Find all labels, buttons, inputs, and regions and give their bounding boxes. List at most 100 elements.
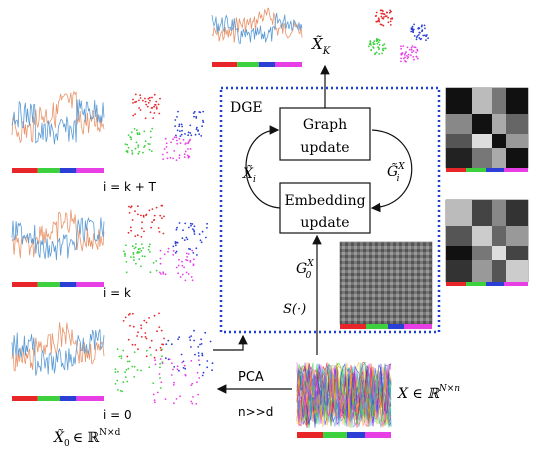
iter-k-scatter-point-blue [193, 230, 196, 233]
iter-k-scatter-point-green [133, 259, 135, 261]
matrix-colorbars-right [446, 168, 528, 286]
input-signal-trace [296, 364, 392, 428]
output-label: X̃K [311, 35, 331, 57]
iter-k-scatter-point-blue [196, 254, 198, 256]
iter-0-scatter-point-magenta [159, 358, 162, 360]
iter-0-scatter-point-green [152, 382, 155, 384]
iter-kT-timeseries [11, 90, 105, 173]
iter-kT-scatter-point-green [136, 132, 139, 134]
iter-kT-scatter-point-green [144, 140, 147, 143]
iter-kT-scatter-point-green [142, 151, 144, 154]
similarity-matrix-colorbar [340, 324, 432, 329]
graph-matrix-top [445, 87, 529, 169]
iter-kT-scatter-point-magenta [189, 138, 192, 141]
iter-kT-scatter-point-green [133, 127, 136, 130]
output-scatter-point-magenta [410, 54, 412, 57]
iter-kT-scatter-point-magenta [176, 142, 179, 145]
iter-0-scatter-point-red [137, 331, 139, 334]
iter-kT-scatter-point-red [134, 113, 137, 115]
iter-k-scatter-point-blue [200, 241, 203, 244]
iter-0-scatter-point-blue [209, 340, 212, 343]
iter-0-scatter-point-green [121, 390, 124, 393]
iter-kT-timeseries-series-orange [11, 90, 105, 144]
iter-0-scatter-point-red [153, 314, 156, 317]
iter-0-scatter-point-red [124, 316, 127, 319]
output-scatter-point-green [374, 53, 376, 56]
output-scatter-point-red [377, 17, 380, 20]
iter-k-scatter-point-red [161, 204, 164, 207]
iter-0-scatter-point-blue [189, 339, 192, 341]
output-scatter-point-green [378, 43, 381, 46]
iter-kT-scatter-point-green [149, 130, 152, 133]
iter-kT-scatter-point-green [144, 144, 146, 147]
iter-k-scatter-point-magenta [172, 250, 175, 252]
iter-k-scatter-point-magenta [179, 276, 182, 278]
output-scatter-point-blue [415, 36, 418, 39]
iter-kT-scatter-point-magenta [187, 148, 189, 150]
output-scatter-point-red [376, 20, 379, 23]
iter-k-scatter-point-blue [198, 233, 201, 236]
iter-0-scatter-point-green [117, 389, 119, 391]
iter-k-scatter-point-red [134, 235, 137, 238]
iter-0-scatter-point-magenta [197, 393, 200, 396]
output-scatter-point-magenta [410, 46, 413, 49]
iter-0-scatter-point-green [133, 375, 136, 378]
output-scatter-point-magenta [412, 56, 415, 58]
iter-k-scatter-point-magenta [159, 249, 162, 252]
iter-kT-scatter-point-red [138, 107, 141, 109]
iter-kT-scatter-point-red [158, 112, 161, 115]
iter-0-scatter-point-blue [182, 367, 185, 369]
output-scatter-point-blue [418, 31, 421, 34]
iter-0-timeseries-colorbar-blue [59, 396, 77, 401]
output-scatter-point-blue [419, 38, 422, 41]
iter-kT-scatter-point-green [149, 136, 152, 139]
iter-0-scatter-point-red [162, 343, 165, 346]
iter-0-scatter-point-green [145, 349, 148, 352]
iter-kT-scatter-point-green [135, 141, 138, 144]
output-scatter-point-blue [417, 27, 420, 30]
iter-0-scatter-point-magenta [196, 371, 199, 374]
iter-0-scatter-point-magenta [179, 395, 182, 398]
iter-k-scatter-point-blue [188, 247, 190, 250]
output-scatter-point-green [377, 41, 380, 43]
iter-0-scatter-point-magenta [173, 381, 175, 384]
iter-kT-scatter-point-blue [196, 126, 198, 129]
iter-kT-scatter-point-red [139, 109, 142, 111]
iter-0-scatter-point-red [145, 321, 148, 324]
iter-kT-scatter-point-red [134, 93, 137, 96]
iteration-label-k: i = k [103, 286, 131, 300]
iter-k-scatter-point-red [141, 227, 143, 230]
output-scatter-point-blue [412, 30, 414, 33]
output-scatter-point-red [384, 15, 387, 18]
iter-k-scatter-point-magenta [167, 250, 169, 253]
graph-update-line2: update [300, 140, 349, 156]
iter-0-scatter-point-blue [178, 369, 180, 372]
iter-k-scatter-point-red [151, 208, 154, 211]
iter-0-scatter-point-green [122, 349, 125, 352]
iter-0-scatter-point-magenta [168, 358, 171, 361]
iter-0-scatter-point-magenta [192, 396, 194, 398]
iter-0-scatter-point-magenta [183, 364, 186, 367]
output-timeseries [211, 7, 303, 67]
iter-k-scatter-point-red [140, 214, 142, 217]
embedding-update-box [279, 182, 371, 234]
iter-k-scatter-point-green [131, 245, 134, 248]
iter-k-timeseries-colorbar-magenta [76, 282, 104, 287]
iter-k-scatter-point-red [140, 236, 143, 238]
iter-k-scatter-point-magenta [159, 257, 162, 260]
iter-0-scatter-point-red [145, 355, 148, 358]
iter-k-scatter-point-green [149, 271, 152, 274]
iter-0-scatter-point-blue [165, 343, 168, 346]
iter-kT-scatter-point-red [159, 97, 161, 100]
iter-k-scatter-point-red [157, 227, 160, 229]
iter-kT-scatter-point-green [136, 129, 138, 132]
output-scatter-point-magenta [402, 57, 405, 60]
iter-kT-scatter-point-magenta [165, 146, 168, 148]
iter-k-timeseries-colorbar-red [12, 282, 38, 287]
output-scatter-point-red [386, 11, 388, 14]
iter-0-scatter-point-magenta [172, 384, 175, 386]
iter-k-scatter-point-green [125, 271, 128, 274]
iter-kT-scatter-point-blue [176, 116, 178, 118]
iter-kT-scatter-point-green [126, 143, 129, 146]
